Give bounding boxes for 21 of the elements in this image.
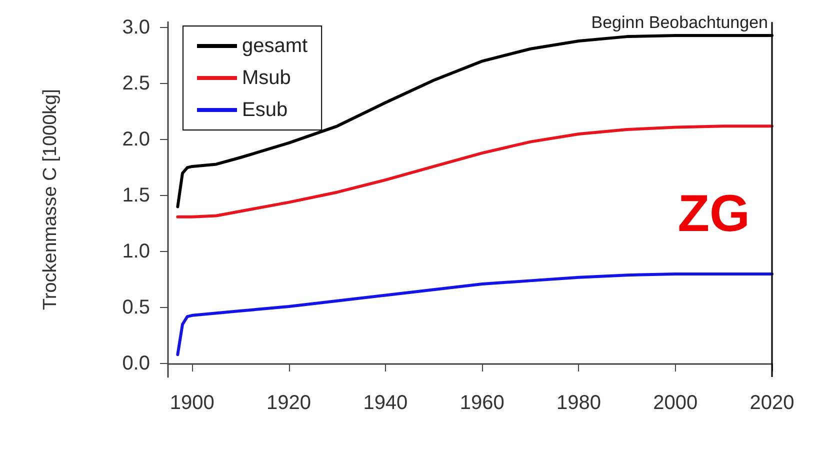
y-tick-label: 1.5 — [122, 184, 150, 207]
y-tick-label: 1.0 — [122, 240, 150, 263]
y-tick-label: 2.0 — [122, 128, 150, 151]
y-tick-label: 0.0 — [122, 352, 150, 375]
legend-label: Msub — [242, 67, 291, 89]
x-tick-label: 1900 — [170, 392, 214, 414]
line-series — [176, 272, 774, 356]
x-tick-label: 1920 — [266, 392, 312, 414]
ref-line-label: Beginn Beobachtungen — [591, 13, 768, 32]
x-tick-label: 2000 — [653, 392, 698, 414]
y-tick-label: 2.5 — [122, 72, 150, 95]
y-tick-label: 3.0 — [122, 16, 150, 39]
y-axis-title: Trockenmasse C [1000kg] — [40, 88, 61, 310]
annotation: ZG — [678, 185, 750, 243]
x-tick-label: 1960 — [460, 392, 504, 414]
x-tick-label: 1940 — [363, 392, 408, 414]
legend-label: Esub — [242, 99, 288, 121]
x-tick-label: 2020 — [750, 392, 794, 414]
y-tick-label: 0.5 — [122, 296, 150, 319]
legend-label: gesamt — [242, 35, 308, 57]
x-tick-label: 1980 — [556, 392, 601, 414]
